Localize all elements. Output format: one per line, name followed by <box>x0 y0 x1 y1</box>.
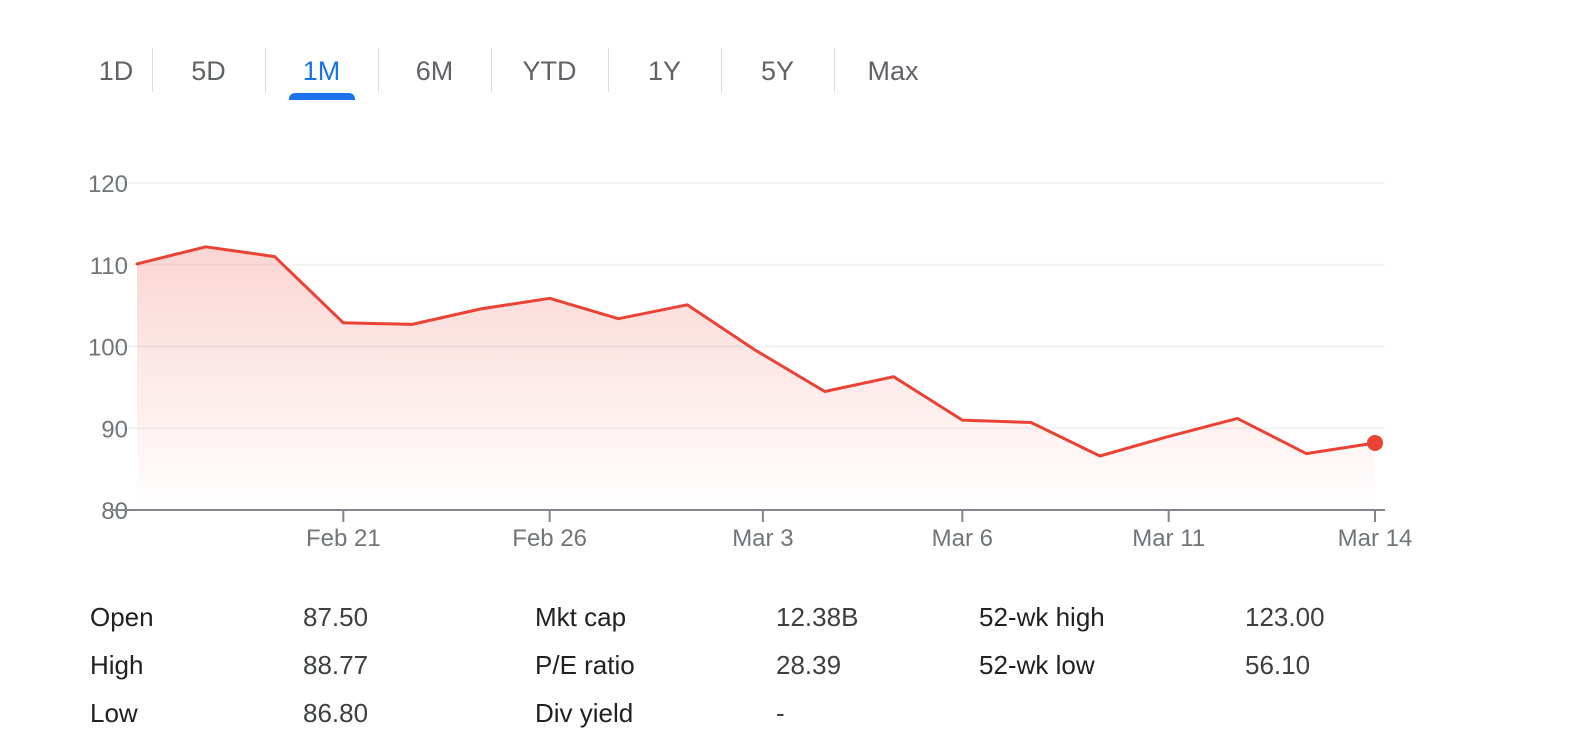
stat-label-52wk-high: 52-wk high <box>979 602 1105 632</box>
tab-ytd[interactable]: YTD <box>491 40 608 102</box>
range-tabs: 1D 5D 1M 6M YTD 1Y 5Y Max <box>80 40 952 102</box>
y-tick-label: 110 <box>90 253 128 280</box>
tab-1d[interactable]: 1D <box>80 40 152 102</box>
tab-label: Max <box>867 55 919 86</box>
x-tick-label: Mar 14 <box>1338 525 1413 552</box>
tab-label: 1D <box>98 55 134 86</box>
y-tick-label: 100 <box>88 335 128 362</box>
stat-value-open: 87.50 <box>303 602 369 632</box>
x-tick-label: Feb 21 <box>306 525 381 552</box>
tab-6m[interactable]: 6M <box>378 40 491 102</box>
price-area <box>137 246 1375 511</box>
x-tick-label: Mar 6 <box>932 525 993 552</box>
tab-label: 1Y <box>647 55 682 86</box>
y-tick-label: 120 <box>88 171 128 198</box>
stat-value-pe-ratio: 28.39 <box>776 650 842 680</box>
tab-1m[interactable]: 1M <box>265 40 378 102</box>
stat-label-high: High <box>90 650 144 680</box>
tab-label: YTD <box>522 55 577 86</box>
stat-value-low: 86.80 <box>303 698 369 728</box>
x-axis-ticks: Feb 21 Feb 26 Mar 3 Mar 6 Mar 11 Mar 14 <box>306 510 1412 552</box>
stat-value-high: 88.77 <box>303 650 369 680</box>
stat-label-52wk-low: 52-wk low <box>979 650 1095 680</box>
stats-row: High 88.77 P/E ratio 28.39 52-wk low 56.… <box>90 643 1390 691</box>
stat-label-pe-ratio: P/E ratio <box>535 650 635 680</box>
y-axis-labels: 80 90 100 110 120 <box>88 171 128 525</box>
stat-value-52wk-high: 123.00 <box>1245 602 1325 632</box>
tab-5y[interactable]: 5Y <box>721 40 834 102</box>
stats-row: Open 87.50 Mkt cap 12.38B 52-wk high 123… <box>90 595 1390 643</box>
tab-label: 5D <box>191 55 226 86</box>
price-line <box>135 245 1377 458</box>
active-tab-indicator <box>288 93 355 100</box>
stat-label-mkt-cap: Mkt cap <box>535 602 627 632</box>
x-tick-label: Mar 3 <box>732 525 793 552</box>
y-tick-label: 80 <box>101 498 128 525</box>
stat-value-52wk-low: 56.10 <box>1245 650 1311 680</box>
tab-1y[interactable]: 1Y <box>608 40 721 102</box>
x-tick-label: Feb 26 <box>512 525 587 552</box>
tab-label: 5Y <box>760 55 795 86</box>
stats-row: Low 86.80 Div yield - <box>90 691 1390 739</box>
tab-label: 6M <box>415 55 454 86</box>
tab-label: 1M <box>302 55 341 86</box>
tab-5d[interactable]: 5D <box>152 40 265 102</box>
key-stats: Open 87.50 Mkt cap 12.38B 52-wk high 123… <box>90 595 1390 739</box>
price-chart: 80 90 100 110 120 Feb 21 Feb 26 Mar 3 Mar 6 Mar … <box>88 171 1412 552</box>
x-tick-label: Mar 11 <box>1132 525 1205 552</box>
stat-label-open: Open <box>90 602 154 632</box>
stat-value-div-yield: - <box>776 698 785 728</box>
stat-label-low: Low <box>90 698 138 728</box>
stat-value-mkt-cap: 12.38B <box>776 602 859 632</box>
stat-label-div-yield: Div yield <box>535 698 634 728</box>
y-tick-label: 90 <box>101 416 128 443</box>
tab-max[interactable]: Max <box>834 40 952 102</box>
current-price-dot[interactable] <box>1367 434 1383 451</box>
